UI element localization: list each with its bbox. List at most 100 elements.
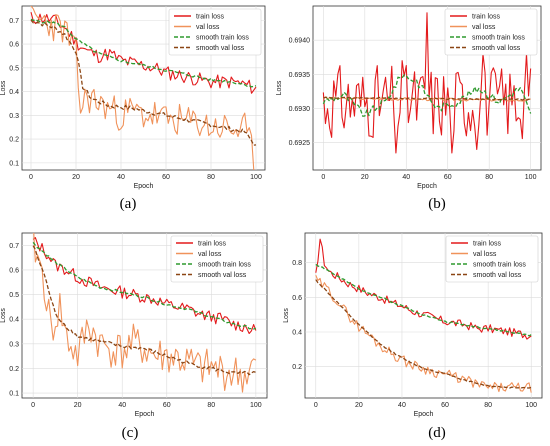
series-line-smooth-train-loss — [30, 18, 257, 88]
x-tick-label: 0 — [321, 174, 325, 181]
series-line-val-loss — [315, 274, 532, 393]
series-line-smooth-train-loss — [322, 74, 532, 117]
legend-label: smooth val loss — [473, 272, 522, 279]
legend-b: train loss val loss smooth train loss smoot… — [444, 8, 538, 56]
x-tick-label: 0 — [314, 402, 318, 409]
series-line-smooth-val-loss — [32, 245, 257, 376]
y-tick-label: 0.6935 — [289, 72, 311, 79]
y-axis-label: Loss — [0, 80, 7, 95]
y-tick-label: 0.6 — [9, 267, 19, 274]
y-tick-label: 0.2 — [9, 366, 19, 373]
legend-a: train loss val loss smooth train loss smoot… — [168, 8, 262, 56]
legend-label: train loss — [198, 241, 227, 248]
y-tick-label: 0.5 — [9, 292, 19, 299]
series-line-train-loss — [322, 12, 532, 154]
series-group-a — [30, 6, 257, 170]
legend-label: val loss — [198, 251, 222, 258]
series-line-val-loss — [322, 96, 531, 102]
series-line-smooth-val-loss — [30, 19, 257, 146]
grid-a — [22, 6, 265, 170]
y-axis-label: Loss — [283, 308, 290, 323]
y-tick-label: 0.7 — [9, 18, 19, 25]
x-tick-label: 80 — [207, 402, 215, 409]
series-line-val-loss — [30, 6, 255, 170]
x-tick-label: 80 — [485, 174, 493, 181]
x-tick-label: 80 — [207, 174, 215, 181]
y-axis-label: Loss — [276, 80, 283, 95]
x-tick-label: 40 — [398, 402, 406, 409]
legend-label: smooth train loss — [198, 262, 251, 269]
x-tick-label: 60 — [444, 174, 452, 181]
x-tick-label: 60 — [163, 402, 171, 409]
caption-c: (c) — [121, 425, 139, 441]
legend-label: smooth val loss — [472, 45, 521, 52]
chart-panel-b: 0 20 40 60 80 100 0.6925 0.6930 0.6935 0.6940 Epoc… — [275, 0, 550, 215]
y-tick-label: 0.6 — [292, 295, 302, 302]
caption-d: (d) — [428, 425, 446, 441]
y-tick-label: 0.6925 — [289, 140, 311, 147]
loss-chart-c: 0 20 40 60 80 100 0.1 0.2 0.3 0.4 0.5 0.6 0.7 Epoch Lo… — [0, 232, 268, 418]
x-tick-label: 100 — [250, 402, 262, 409]
legend-box — [168, 8, 262, 56]
series-line-smooth-train-loss — [32, 241, 257, 330]
caption-b: (b) — [428, 196, 446, 212]
x-tick-label: 20 — [72, 174, 80, 181]
y-tick-label: 0.3 — [9, 113, 19, 120]
chart-panel-c: 0 20 40 60 80 100 0.1 0.2 0.3 0.4 0.5 0.6 0.7 Epoch Lo… — [0, 225, 275, 446]
series-group-b — [322, 12, 532, 154]
loss-chart-d: 0 20 40 60 80 100 0.2 0.4 0.6 0.8 Epoch Loss train l… — [283, 232, 543, 418]
legend-label: val loss — [196, 24, 220, 31]
legend-label: train loss — [472, 14, 501, 21]
y-tick-label: 0.6930 — [289, 106, 311, 113]
y-tick-label: 0.2 — [9, 137, 19, 144]
y-tick-label: 0.5 — [9, 65, 19, 72]
legend-label: smooth train loss — [472, 35, 525, 42]
x-axis-label: Epoch — [414, 411, 434, 418]
chart-panel-d: 0 20 40 60 80 100 0.2 0.4 0.6 0.8 Epoch Loss train l… — [275, 225, 550, 446]
y-tick-label: 0.2 — [292, 364, 302, 371]
y-tick-label: 0.1 — [9, 160, 19, 167]
y-tick-label: 0.6 — [9, 42, 19, 49]
x-tick-label: 40 — [402, 174, 410, 181]
x-axis-label: Epoch — [135, 411, 155, 418]
series-line-val-loss — [33, 233, 257, 393]
y-tick-label: 0.4 — [292, 330, 302, 337]
legend-c: train loss val loss smooth train loss smoot… — [170, 235, 264, 283]
y-tick-label: 0.4 — [9, 317, 19, 324]
legend-label: smooth train loss — [473, 262, 526, 269]
x-tick-label: 100 — [250, 174, 262, 181]
x-tick-label: 20 — [361, 174, 369, 181]
legend-label: smooth train loss — [196, 35, 249, 42]
caption-a: (a) — [119, 196, 137, 212]
chart-panel-a: 0 20 40 60 80 100 0.1 0.2 0.3 0.4 0.5 0.6 0.7 Epoch Lo… — [0, 0, 275, 215]
x-tick-label: 100 — [525, 402, 537, 409]
legend-label: smooth val loss — [196, 45, 245, 52]
x-tick-label: 40 — [118, 402, 126, 409]
y-tick-label: 0.6940 — [289, 38, 311, 45]
legend-label: val loss — [473, 251, 497, 258]
series-line-smooth-train-loss — [315, 263, 532, 337]
y-tick-label: 0.4 — [9, 89, 19, 96]
x-tick-label: 20 — [74, 402, 82, 409]
y-tick-label: 0.7 — [9, 243, 19, 250]
legend-label: val loss — [472, 24, 496, 31]
x-tick-label: 20 — [355, 402, 363, 409]
legend-label: smooth val loss — [198, 272, 247, 279]
series-group-d — [315, 238, 532, 393]
loss-chart-b: 0 20 40 60 80 100 0.6925 0.6930 0.6935 0.6940 Epoc… — [276, 5, 542, 190]
series-line-smooth-val-loss — [315, 279, 532, 389]
y-tick-label: 0.3 — [9, 341, 19, 348]
x-tick-label: 0 — [29, 174, 33, 181]
series-line-smooth-val-loss — [323, 96, 531, 101]
x-tick-label: 60 — [162, 174, 170, 181]
legend-label: train loss — [473, 241, 502, 248]
x-tick-label: 100 — [525, 174, 537, 181]
series-group-c — [32, 233, 257, 393]
series-line-train-loss — [315, 238, 532, 340]
legend-box — [170, 235, 264, 283]
x-tick-label: 60 — [441, 402, 449, 409]
y-tick-label: 0.8 — [292, 260, 302, 267]
x-tick-label: 0 — [31, 402, 35, 409]
x-axis-label: Epoch — [134, 183, 154, 190]
legend-box — [444, 8, 538, 56]
